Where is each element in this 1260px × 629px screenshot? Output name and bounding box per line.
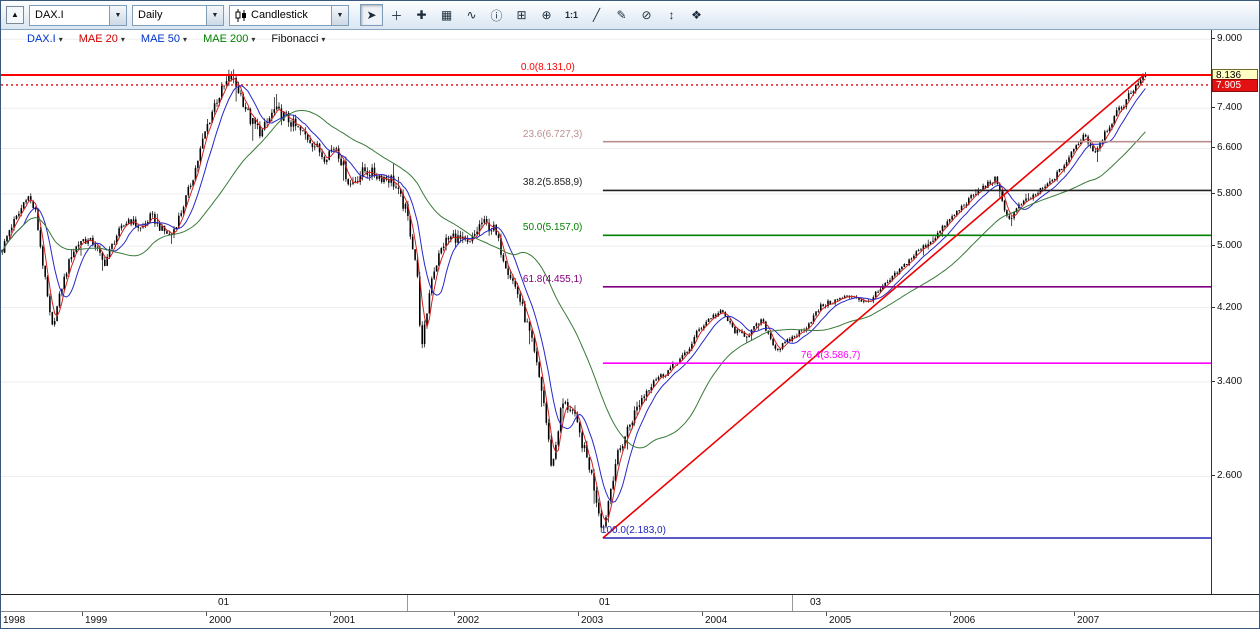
year-tick bbox=[330, 612, 331, 616]
trendline-tool-icon[interactable]: ╱ bbox=[585, 4, 608, 26]
year-tick bbox=[82, 612, 83, 616]
fibonacci-levels[interactable] bbox=[1, 74, 1211, 539]
chevron-down-icon[interactable]: ▼ bbox=[109, 5, 126, 25]
chevron-down-icon: ▾ bbox=[251, 34, 256, 44]
year-tick bbox=[826, 612, 827, 616]
price-tick: 4.200 bbox=[1211, 301, 1243, 313]
symbol-select[interactable]: DAX.I ▼ bbox=[29, 4, 127, 26]
toolbar: ▲ DAX.I ▼ Daily ▼ Candlestick ▼ ➤ ＋ ✚ ▦ ∿ ⓘ ⊞ ⊕… bbox=[1, 1, 1259, 30]
info-icon[interactable]: ⓘ bbox=[485, 4, 508, 26]
zoom-window-icon[interactable]: ⊞ bbox=[510, 4, 533, 26]
symbol-select-value: DAX.I bbox=[35, 9, 64, 21]
year-tick bbox=[578, 612, 579, 616]
year-label: 2000 bbox=[209, 615, 232, 626]
timeframe-select-value: Daily bbox=[138, 9, 163, 21]
chevron-down-icon[interactable]: ▼ bbox=[331, 5, 348, 25]
period-label: 01 bbox=[599, 597, 611, 608]
ma-line-mae-200[interactable] bbox=[1, 110, 1146, 449]
year-tick bbox=[702, 612, 703, 616]
chart-legend: DAX.I ▾ MAE 20 ▾ MAE 50 ▾ MAE 200 ▾ Fibonacci ▾ bbox=[27, 33, 325, 45]
timeframe-select[interactable]: Daily ▼ bbox=[132, 4, 224, 26]
chevron-down-icon: ▾ bbox=[58, 34, 63, 44]
fib-label-50[interactable]: 50.0(5.157,0) bbox=[522, 222, 583, 234]
legend-item-label: DAX.I bbox=[27, 33, 56, 45]
price-tick: 7.400 bbox=[1211, 102, 1243, 114]
legend-item-label: MAE 200 bbox=[203, 33, 249, 45]
period-label: 03 bbox=[810, 597, 822, 608]
collapse-panel-button[interactable]: ▲ bbox=[6, 6, 24, 24]
legend-item-label: MAE 50 bbox=[140, 33, 181, 45]
period-divider bbox=[792, 595, 793, 611]
legend-item-mae-20[interactable]: MAE 20 ▾ bbox=[79, 33, 125, 45]
candlestick-icon bbox=[235, 8, 247, 22]
grid-candles-icon[interactable]: ▦ bbox=[435, 4, 458, 26]
legend-item-mae-200[interactable]: MAE 200 ▾ bbox=[203, 33, 255, 45]
legend-item-label: Fibonacci bbox=[271, 33, 319, 45]
price-axis[interactable]: 9.000 7.400 6.600 5.800 5.000 4.200 3.400 2.600… bbox=[1211, 30, 1259, 594]
chart-type-select-value: Candlestick bbox=[251, 9, 308, 21]
pointer-icon[interactable]: ➤ bbox=[360, 4, 383, 26]
price-tick: 5.800 bbox=[1211, 187, 1243, 199]
price-chart-canvas[interactable] bbox=[1, 30, 1211, 594]
price-tick: 3.400 bbox=[1211, 375, 1243, 387]
chevron-down-icon: ▾ bbox=[183, 34, 188, 44]
erase-drawing-icon[interactable]: ⊘ bbox=[635, 4, 658, 26]
year-tick bbox=[1074, 612, 1075, 616]
year-tick bbox=[206, 612, 207, 616]
trend-line[interactable] bbox=[602, 74, 1145, 539]
period-axis: 01 01 03 bbox=[1, 594, 1259, 611]
fib-label-61-8[interactable]: 61.8(4.455,1) bbox=[522, 273, 583, 285]
year-label: 2005 bbox=[829, 615, 852, 626]
crosshair-icon[interactable]: ✚ bbox=[410, 4, 433, 26]
price-tick: 5.000 bbox=[1211, 240, 1243, 252]
price-tick: 9.000 bbox=[1211, 33, 1243, 45]
fit-vertical-icon[interactable]: ↕ bbox=[660, 4, 683, 26]
current-price-badge: 7.905 bbox=[1212, 78, 1258, 92]
fib-label-38-2[interactable]: 38.2(5.858,9) bbox=[522, 177, 583, 189]
period-label: 01 bbox=[218, 597, 230, 608]
year-label: 2006 bbox=[953, 615, 976, 626]
chevron-down-icon[interactable]: ▼ bbox=[206, 5, 223, 25]
tool-icon-strip: ➤ ＋ ✚ ▦ ∿ ⓘ ⊞ ⊕ 1:1 ╱ ✎ ⊘ ↕ ❖ bbox=[360, 4, 708, 26]
chevron-down-icon: ▾ bbox=[120, 34, 125, 44]
zoom-in-icon[interactable]: ⊕ bbox=[535, 4, 558, 26]
chart-type-select[interactable]: Candlestick ▼ bbox=[229, 4, 349, 26]
year-label: 2002 bbox=[457, 615, 480, 626]
legend-item-dax-i[interactable]: DAX.I ▾ bbox=[27, 33, 63, 45]
year-label: 1998 bbox=[3, 615, 26, 626]
period-divider bbox=[407, 595, 408, 611]
time-axis[interactable]: 1998 1999 2000 2001 2002 2003 2004 2005 2006 2007 bbox=[1, 611, 1259, 628]
year-label: 1999 bbox=[85, 615, 108, 626]
legend-item-mae-50[interactable]: MAE 50 ▾ bbox=[141, 33, 187, 45]
cross-add-icon[interactable]: ＋ bbox=[385, 4, 408, 26]
chevron-down-icon: ▾ bbox=[321, 34, 326, 44]
one-to-one-icon[interactable]: 1:1 bbox=[560, 4, 583, 26]
grid-lines bbox=[1, 38, 1211, 477]
fib-label-100[interactable]: 100.0(2.183,0) bbox=[600, 525, 666, 536]
pan-chart-icon[interactable]: ❖ bbox=[685, 4, 708, 26]
fib-label-23-6[interactable]: 23.6(6.727,3) bbox=[522, 128, 583, 140]
legend-item-label: MAE 20 bbox=[78, 33, 118, 45]
year-tick bbox=[950, 612, 951, 616]
price-tick: 6.600 bbox=[1211, 142, 1243, 154]
fib-label-76-4[interactable]: 76.4(3.586,7) bbox=[800, 350, 861, 362]
year-label: 2001 bbox=[333, 615, 356, 626]
plot-area[interactable]: DAX.I ▾ MAE 20 ▾ MAE 50 ▾ MAE 200 ▾ Fibonacci ▾ 0… bbox=[1, 30, 1212, 594]
ma-line-mae-20[interactable] bbox=[1, 77, 1146, 523]
fib-label-0[interactable]: 0.0(8.131,0) bbox=[520, 62, 575, 73]
year-label: 2007 bbox=[1077, 615, 1100, 626]
edit-drawing-icon[interactable]: ✎ bbox=[610, 4, 633, 26]
year-tick bbox=[454, 612, 455, 616]
year-label: 2003 bbox=[581, 615, 604, 626]
legend-item-fibonacci[interactable]: Fibonacci ▾ bbox=[271, 33, 325, 45]
ma-line-mae-50[interactable] bbox=[1, 85, 1146, 503]
price-tick: 2.600 bbox=[1211, 470, 1243, 482]
year-label: 2004 bbox=[705, 615, 728, 626]
indicators-wave-icon[interactable]: ∿ bbox=[460, 4, 483, 26]
chart-main: DAX.I ▾ MAE 20 ▾ MAE 50 ▾ MAE 200 ▾ Fibonacci ▾ 0… bbox=[1, 30, 1259, 594]
